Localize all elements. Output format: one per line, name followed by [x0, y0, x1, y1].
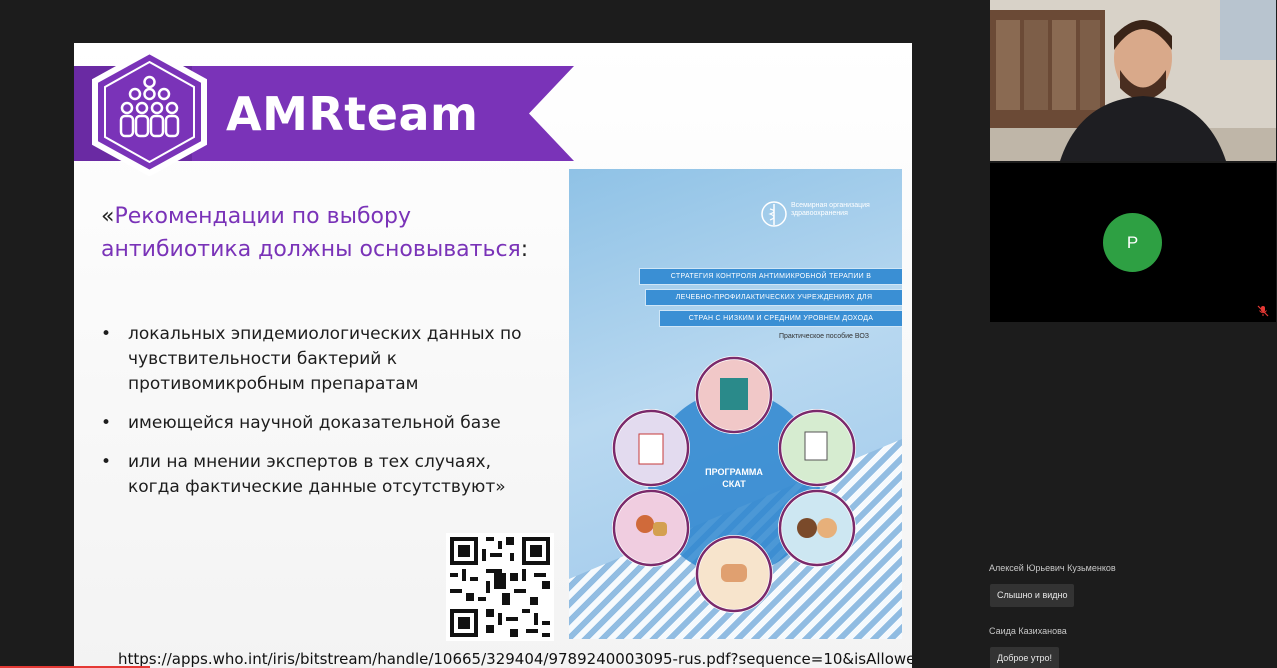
- program-wheel-icon: [612, 356, 856, 613]
- bullet-item: локальных эпидемиологических данных по ч…: [101, 322, 541, 397]
- chat-sender-name: Саида Казиханова: [989, 626, 1067, 636]
- avatar: P: [1103, 213, 1162, 272]
- cover-program-label: ПРОГРАММА СКАТ: [689, 466, 779, 490]
- participant-video-tile[interactable]: [990, 0, 1276, 161]
- quote-text: Рекомендации по выбору антибиотика должн…: [101, 204, 521, 262]
- who-emblem-icon: [761, 201, 787, 227]
- cover-program-line: СКАТ: [722, 479, 746, 489]
- quote-colon: :: [520, 237, 529, 262]
- quote-open-mark: «: [101, 204, 115, 229]
- who-org-name: Всемирная организация здравоохранения: [791, 202, 870, 217]
- chat-message: Слышно и видно: [990, 584, 1075, 607]
- bullet-item: имеющейся научной доказательной базе: [101, 411, 541, 436]
- guideline-cover-image: Всемирная организация здравоохранения СТ…: [569, 169, 902, 639]
- shared-slide: AMRteam «Рекомендации по выбору антибиот…: [74, 43, 912, 668]
- cover-subtitle: Практическое пособие ВОЗ: [779, 333, 870, 340]
- cover-title-line: СТРАТЕГИЯ КОНТРОЛЯ АНТИМИКРОБНОЙ ТЕРАПИИ…: [639, 268, 902, 285]
- chat-message: Доброе утро!: [990, 647, 1060, 668]
- microphone-muted-icon: [1257, 305, 1269, 317]
- bullet-item: или на мнении экспертов в тех случаях, к…: [101, 450, 541, 500]
- team-logo-icon: [92, 48, 207, 176]
- cover-program-line: ПРОГРАММА: [705, 467, 763, 477]
- source-link[interactable]: https://apps.who.int/iris/bitstream/hand…: [118, 650, 912, 668]
- qr-code-icon: [446, 533, 554, 641]
- chat-sender-name: Алексей Юрьевич Кузьменков: [989, 563, 1116, 573]
- cover-title-line: ЛЕЧЕБНО-ПРОФИЛАКТИЧЕСКИХ УЧРЕЖДЕНИЯХ ДЛЯ: [645, 289, 902, 306]
- participant-avatar-tile[interactable]: P: [990, 163, 1276, 322]
- brand-title: AMRteam: [226, 87, 479, 141]
- quote-heading: «Рекомендации по выбору антибиотика долж…: [101, 200, 541, 266]
- playback-progress-bar[interactable]: [0, 666, 150, 668]
- speaker-video-frame: [990, 0, 1276, 161]
- bullet-list: локальных эпидемиологических данных по ч…: [101, 322, 541, 514]
- cover-title-line: СТРАН С НИЗКИМ И СРЕДНИМ УРОВНЕМ ДОХОДА: [659, 310, 902, 327]
